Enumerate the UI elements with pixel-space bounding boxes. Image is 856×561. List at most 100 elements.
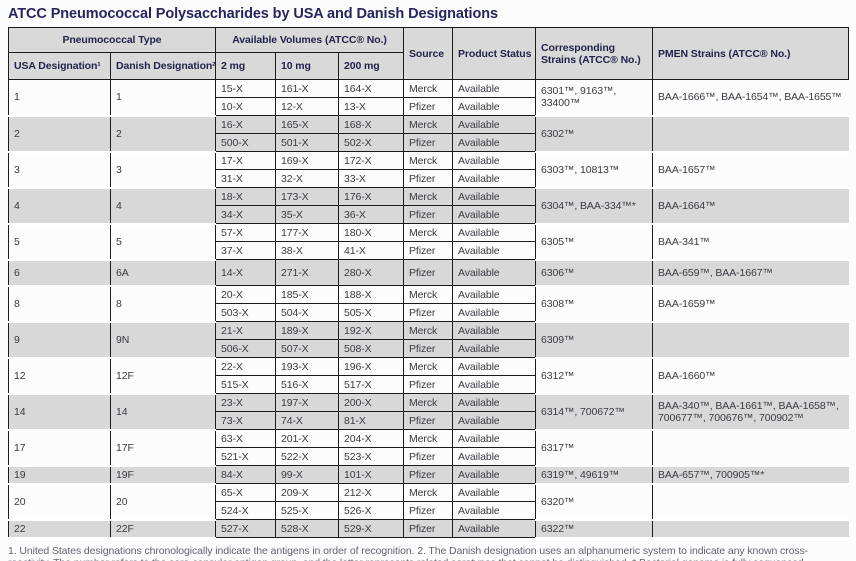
product-status-cell: Available xyxy=(452,133,537,152)
pmen-strains-cell: BAA-341™ xyxy=(652,223,849,261)
usa-designation-cell: 19 xyxy=(8,465,111,485)
volume-2mg-cell: 500-X xyxy=(215,133,276,152)
usa-designation-cell: 4 xyxy=(8,187,111,225)
danish-designation-cell: 19F xyxy=(110,465,216,485)
volume-200mg-cell: 13-X xyxy=(337,97,405,116)
volume-10mg-cell: 189-X xyxy=(275,321,339,340)
table-row: 4 4 18-X 173-X 176-X Merck Available 6304™, BAA… xyxy=(8,187,849,225)
corresponding-strains-cell: 6319™, 49619™ xyxy=(535,465,654,485)
volume-200mg-cell: 212-X xyxy=(337,483,405,502)
volume-2mg-cell: 73-X xyxy=(215,411,276,430)
volume-2mg-cell: 503-X xyxy=(215,303,276,322)
volume-200mg-cell: 41-X xyxy=(337,241,405,260)
volume-200mg-cell: 505-X xyxy=(337,303,405,322)
product-status-cell: Available xyxy=(452,339,537,358)
table-row: 12 12F 22-X 193-X 196-X Merck Available 6312™ BA… xyxy=(8,357,849,395)
volume-200mg-cell: 523-X xyxy=(337,447,405,466)
volume-2mg-cell: 521-X xyxy=(215,447,276,466)
volume-10mg-cell: 32-X xyxy=(275,169,339,188)
usa-designation-cell: 8 xyxy=(8,285,111,323)
source-cell: Pfizer xyxy=(403,519,454,538)
danish-designation-cell: 14 xyxy=(110,393,216,431)
header-source: Source xyxy=(403,27,454,80)
table-row: 503-X 504-X 505-X Pfizer Available xyxy=(9,303,849,322)
volume-2mg-cell: 15-X xyxy=(215,79,276,98)
source-cell: Merck xyxy=(403,151,454,170)
product-status-cell: Available xyxy=(452,501,537,520)
volume-200mg-cell: 81-X xyxy=(337,411,405,430)
source-cell: Merck xyxy=(403,393,454,412)
product-status-cell: Available xyxy=(452,151,537,170)
danish-designation-cell: 3 xyxy=(110,151,216,189)
volume-200mg-cell: 168-X xyxy=(337,115,405,134)
corresponding-strains-cell: 6317™ xyxy=(535,429,654,467)
footnote-text: 1. United States designations chronologi… xyxy=(8,544,809,561)
pmen-strains-cell: BAA-1659™ xyxy=(652,285,849,323)
volume-200mg-cell: 164-X xyxy=(337,79,405,98)
volume-10mg-cell: 165-X xyxy=(275,115,339,134)
table-row: 37-X 38-X 41-X Pfizer Available xyxy=(9,241,849,260)
pmen-strains-cell: BAA-1666™, BAA-1654™, BAA-1655™ xyxy=(652,79,849,117)
corresponding-strains-cell: 6301™, 9163™, 33400™ xyxy=(535,79,654,117)
source-cell: Merck xyxy=(403,357,454,376)
table-row: 524-X 525-X 526-X Pfizer Available xyxy=(9,501,849,520)
usa-designation-cell: 6 xyxy=(8,259,111,287)
product-status-cell: Available xyxy=(452,519,537,538)
danish-designation-cell: 6A xyxy=(110,259,216,287)
source-cell: Pfizer xyxy=(403,447,454,466)
volume-2mg-cell: 506-X xyxy=(215,339,276,358)
product-status-cell: Available xyxy=(452,429,537,448)
pmen-strains-cell: BAA-340™, BAA-1661™, BAA-1658™, 700677™,… xyxy=(652,393,849,431)
volume-2mg-cell: 17-X xyxy=(215,151,276,170)
source-cell: Merck xyxy=(403,483,454,502)
pmen-strains-cell xyxy=(652,115,849,153)
header-corresponding-strains: Corresponding Strains (ATCC® No.) xyxy=(535,27,654,80)
volume-200mg-cell: 517-X xyxy=(337,375,405,394)
product-status-cell: Available xyxy=(452,285,537,304)
volume-10mg-cell: 501-X xyxy=(275,133,339,152)
source-cell: Pfizer xyxy=(403,241,454,260)
pmen-strains-cell xyxy=(652,519,849,539)
source-cell: Merck xyxy=(403,285,454,304)
source-cell: Pfizer xyxy=(403,259,454,286)
corresponding-strains-cell: 6308™ xyxy=(535,285,654,323)
pmen-strains-cell: BAA-1664™ xyxy=(652,187,849,225)
volume-2mg-cell: 23-X xyxy=(215,393,276,412)
volume-2mg-cell: 16-X xyxy=(215,115,276,134)
volume-10mg-cell: 201-X xyxy=(275,429,339,448)
volume-10mg-cell: 161-X xyxy=(275,79,339,98)
product-status-cell: Available xyxy=(452,393,537,412)
volume-10mg-cell: 197-X xyxy=(275,393,339,412)
volume-2mg-cell: 21-X xyxy=(215,321,276,340)
usa-designation-cell: 14 xyxy=(8,393,111,431)
source-cell: Pfizer xyxy=(403,411,454,430)
volume-2mg-cell: 527-X xyxy=(215,519,276,538)
corresponding-strains-cell: 6306™ xyxy=(535,259,654,287)
product-status-cell: Available xyxy=(452,321,537,340)
table-row: 19 19F 84-X 99-X 101-X Pfizer Available 6319™, … xyxy=(8,465,849,485)
product-status-cell: Available xyxy=(452,303,537,322)
volume-200mg-cell: 280-X xyxy=(337,259,405,286)
corresponding-strains-cell: 6314™, 700672™ xyxy=(535,393,654,431)
danish-designation-cell: 8 xyxy=(110,285,216,323)
source-cell: Pfizer xyxy=(403,375,454,394)
volume-10mg-cell: 522-X xyxy=(275,447,339,466)
usa-designation-cell: 3 xyxy=(8,151,111,189)
table-row: 6 6A 14-X 271-X 280-X Pfizer Available 6306™ BAA… xyxy=(8,259,849,287)
volume-2mg-cell: 524-X xyxy=(215,501,276,520)
header-2mg: 2 mg xyxy=(215,52,276,80)
source-cell: Pfizer xyxy=(403,303,454,322)
product-status-cell: Available xyxy=(452,259,537,286)
volume-10mg-cell: 173-X xyxy=(275,187,339,206)
product-status-cell: Available xyxy=(452,483,537,502)
volume-200mg-cell: 508-X xyxy=(337,339,405,358)
header-group-row: Pneumococcal Type Available Volumes (ATC… xyxy=(8,27,850,80)
polysaccharides-table: Pneumococcal Type Available Volumes (ATC… xyxy=(8,27,850,539)
volume-10mg-cell: 193-X xyxy=(275,357,339,376)
source-cell: Merck xyxy=(403,223,454,242)
usa-designation-cell: 1 xyxy=(8,79,111,117)
source-cell: Pfizer xyxy=(403,465,454,484)
danish-designation-cell: 4 xyxy=(110,187,216,225)
product-status-cell: Available xyxy=(452,169,537,188)
volume-200mg-cell: 526-X xyxy=(337,501,405,520)
